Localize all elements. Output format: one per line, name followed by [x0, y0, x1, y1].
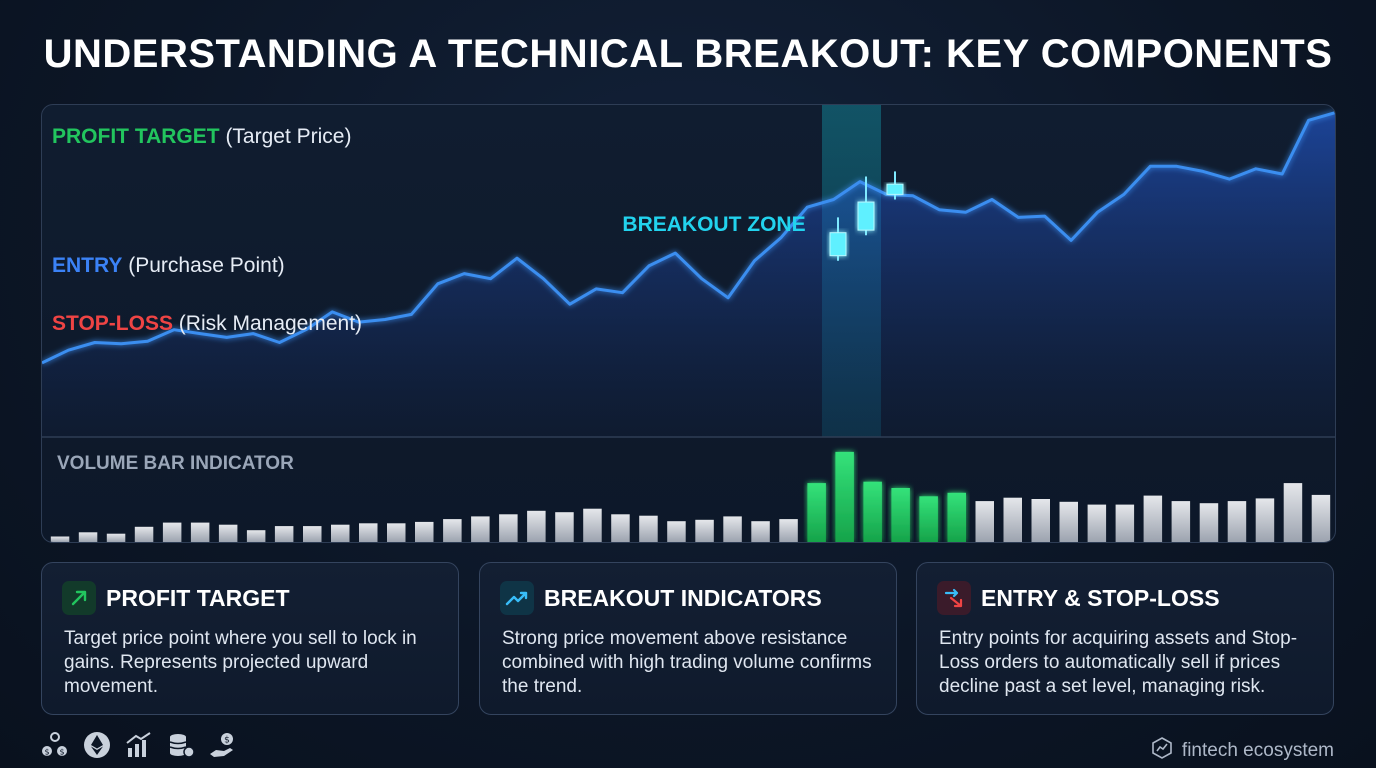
hand-dollar-icon: $ [208, 730, 238, 760]
candle-body [886, 183, 904, 195]
volume-bar [78, 532, 98, 542]
brand-name: fintech ecosystem [1181, 740, 1334, 761]
trend-up-arrow-icon [62, 581, 96, 615]
volume-bar [723, 516, 742, 542]
volume-indicator-label: VOLUME BAR INDICATOR [57, 453, 294, 474]
breakout-chart: PROFIT TARGET (Target Price) ENTRY (Purch… [41, 104, 1336, 543]
volume-bar [50, 536, 70, 542]
card-body: Entry points for acquiring assets and St… [939, 628, 1298, 697]
volume-bar [1283, 483, 1303, 542]
volume-bar [527, 510, 546, 542]
card-title: ENTRY & STOP-LOSS [981, 585, 1220, 611]
svg-text:$: $ [44, 748, 49, 757]
svg-text:$: $ [224, 736, 230, 746]
trend-line-icon [500, 581, 534, 615]
volume-bar [443, 519, 462, 542]
entry-exit-arrows-icon [937, 581, 971, 615]
card-entry-stop-loss: ENTRY & STOP-LOSS Entry points for acqui… [916, 562, 1334, 715]
card-body: Strong price movement above resistance c… [502, 628, 872, 697]
card-breakout-indicators: BREAKOUT INDICATORS Strong price movemen… [479, 562, 897, 715]
volume-bar [499, 514, 518, 542]
volume-bar [415, 521, 434, 542]
volume-bar [303, 526, 322, 542]
volume-bar [751, 521, 770, 542]
entry-label: ENTRY (Purchase Point) [52, 254, 285, 277]
volume-bar [1003, 497, 1022, 542]
volume-bar [1059, 501, 1078, 542]
card-body: Target price point where you sell to loc… [64, 628, 417, 697]
volume-bar [106, 533, 126, 542]
card-profit-target: PROFIT TARGET Target price point where y… [41, 562, 459, 715]
volume-bar [387, 523, 406, 542]
volume-bar [611, 514, 630, 542]
volume-bar [1171, 501, 1191, 542]
volume-bar [1227, 501, 1247, 542]
coin-stack-icon [166, 730, 196, 760]
candle-body [829, 232, 847, 257]
volume-bar [1255, 498, 1275, 542]
volume-bar [1115, 504, 1135, 542]
volume-bar [359, 523, 378, 542]
volume-bar [695, 519, 714, 542]
volume-bar [331, 524, 350, 542]
breakout-zone-label: BREAKOUT ZONE [622, 213, 805, 236]
volume-bar [1087, 504, 1107, 542]
card-title: PROFIT TARGET [106, 585, 290, 611]
volume-bar [1199, 503, 1219, 542]
volume-bar [779, 519, 798, 542]
volume-bar [471, 516, 490, 542]
page-title: UNDERSTANDING A TECHNICAL BREAKOUT: KEY … [43, 32, 1333, 76]
price-area-fill [42, 112, 1335, 437]
brand-mark: fintech ecosystem [1150, 736, 1334, 766]
card-title: BREAKOUT INDICATORS [544, 585, 822, 611]
price-line [42, 111, 1335, 365]
candle-body [857, 201, 875, 231]
volume-bar-high [947, 492, 966, 542]
volume-bar [975, 501, 994, 542]
brand-logo-icon [1150, 736, 1174, 766]
volume-bar [667, 521, 686, 542]
coins-network-icon: $ $ [40, 730, 70, 760]
volume-bar [1311, 494, 1331, 542]
volume-bar [555, 512, 574, 542]
volume-bar [190, 522, 210, 542]
volume-bar [218, 524, 238, 542]
chart-canvas: PROFIT TARGET (Target Price) ENTRY (Purch… [42, 105, 1335, 542]
ethereum-icon [82, 730, 112, 760]
stop-loss-label: STOP-LOSS (Risk Management) [52, 312, 362, 335]
profit-target-label: PROFIT TARGET (Target Price) [52, 125, 351, 148]
volume-bar [639, 515, 658, 542]
volume-bar [274, 526, 294, 542]
svg-text:$: $ [59, 748, 64, 757]
volume-bar [1031, 499, 1050, 542]
volume-bar-high [863, 481, 882, 542]
volume-bar [583, 508, 602, 542]
volume-bar [1143, 495, 1163, 542]
volume-bar [246, 530, 266, 542]
volume-bar-high [835, 451, 854, 542]
volume-bar [162, 522, 182, 542]
volume-bar-high [891, 488, 910, 542]
volume-bar-high [807, 483, 826, 542]
volume-bar-high [919, 496, 938, 542]
growth-chart-icon [124, 730, 154, 760]
footer-icon-row: $ $ $ [40, 730, 238, 762]
volume-bar [134, 526, 154, 542]
